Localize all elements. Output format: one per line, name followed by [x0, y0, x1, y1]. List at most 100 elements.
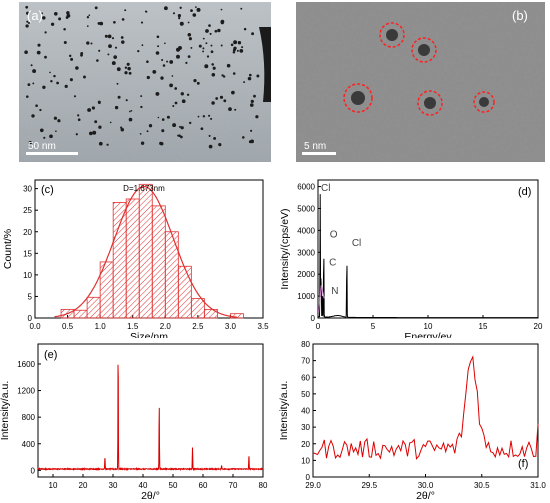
- chart-d-eds: 0 5 10 15 20 0 1000 2000 3000 4000 5000 6000 Energy/…: [279, 179, 543, 338]
- nanoparticle-dot: [53, 11, 58, 16]
- x-tick-label: 10: [49, 481, 58, 490]
- nanoparticle-dot: [166, 60, 169, 63]
- nanoparticle-dot: [186, 93, 190, 97]
- y-tick-label: 50: [301, 390, 310, 399]
- nanoparticle-dot: [65, 16, 69, 19]
- nanoparticle-dot: [211, 101, 215, 105]
- nanoparticle-dot: [37, 43, 41, 47]
- eds-spectrum-line: [318, 194, 538, 319]
- nanoparticle-dot: [212, 66, 216, 70]
- nanoparticle-dot: [161, 129, 165, 133]
- nanoparticle-dot: [169, 60, 174, 64]
- panel-label-e: (e): [44, 349, 57, 361]
- nanoparticle-dot: [88, 14, 91, 17]
- nanoparticle-dot: [83, 75, 86, 79]
- y-tick-label: 20: [301, 440, 310, 449]
- y-tick-label: 6000: [297, 183, 315, 192]
- histogram-bar: [190, 298, 205, 319]
- nanoparticle-dot: [120, 36, 124, 39]
- nanoparticle-dot: [256, 74, 260, 78]
- nanoparticle-dot: [161, 58, 164, 62]
- nanoparticle-dot: [223, 99, 227, 103]
- nanoparticle-dot: [126, 62, 130, 66]
- histogram-bar: [112, 202, 127, 319]
- nanoparticle-dot: [178, 125, 182, 128]
- nanoparticle-dot: [253, 94, 256, 98]
- y-tick-label: 60: [301, 373, 310, 382]
- nanoparticle-dot: [121, 18, 125, 21]
- nanoparticle-dot: [41, 12, 43, 15]
- nanoparticle-dot: [42, 16, 46, 20]
- nanoparticle-dot: [192, 13, 197, 17]
- nanoparticle-dot: [180, 135, 183, 139]
- nanoparticle-dot: [96, 59, 99, 62]
- histogram-bar: [164, 231, 179, 319]
- x-tick-label: 2.5: [192, 322, 204, 331]
- histogram-bar: [230, 313, 244, 319]
- nanoparticle-dot: [73, 95, 77, 98]
- nanoparticle-dot: [36, 50, 41, 55]
- scalebar-b-label: 5 nm: [304, 141, 326, 152]
- nanoparticle-dot: [77, 118, 81, 122]
- nanoparticle-dot: [113, 20, 116, 24]
- nanoparticle-dot: [139, 133, 142, 135]
- nanoparticle-dot: [208, 114, 211, 117]
- nanoparticle-dot: [64, 84, 68, 89]
- nanoparticle-dot: [111, 61, 116, 66]
- nanoparticle-dot: [43, 136, 46, 139]
- nanoparticle-dot: [231, 90, 235, 95]
- nanoparticle-dot: [221, 74, 224, 77]
- x-tick-label: 50: [169, 481, 178, 490]
- nanoparticle-dot: [179, 6, 182, 9]
- nanoparticle-dot: [144, 10, 147, 13]
- nanoparticle-dot: [240, 7, 243, 10]
- nanoparticle-dot: [26, 20, 29, 23]
- nanoparticle-dot: [190, 9, 193, 12]
- nanoparticle-dot: [241, 46, 244, 49]
- nanoparticle-dot: [188, 121, 192, 125]
- nanoparticle-dot: [32, 82, 35, 85]
- x-tick-label: 3.5: [257, 322, 269, 331]
- nanoparticle-dot: [53, 74, 56, 78]
- nanoparticle-dot: [232, 48, 236, 52]
- nanoparticle-dot: [166, 115, 170, 119]
- nanoparticle-dot: [146, 130, 149, 133]
- histogram-bar: [203, 308, 218, 319]
- nanoparticle-dot: [202, 37, 205, 40]
- nanoparticle-dot: [87, 108, 92, 112]
- nanoparticle-dot: [187, 21, 190, 24]
- nanoparticle-dot: [152, 69, 157, 74]
- y-tick-label: 25: [23, 206, 32, 215]
- nanoparticle-dot: [117, 95, 121, 99]
- nanoparticle-dot: [56, 81, 59, 85]
- nanoparticle-dot: [211, 63, 214, 66]
- nanoparticle-dot: [98, 141, 103, 146]
- nanoparticle-dot: [114, 105, 119, 110]
- nanoparticle-dot: [124, 9, 127, 12]
- nanoparticle-dot: [196, 7, 201, 12]
- nanoparticle-dot: [140, 95, 143, 98]
- nanoparticle-dot: [44, 31, 47, 34]
- nanoparticle-dot: [49, 71, 51, 74]
- nanoparticle-dot: [116, 82, 119, 85]
- nanoparticle-dot: [104, 34, 108, 38]
- x-tick-label: 2.0: [160, 322, 172, 331]
- nanoparticle-dot: [92, 130, 97, 135]
- nanoparticle-dot: [86, 16, 90, 19]
- circled-particles: [343, 22, 495, 116]
- nanoparticle-dot: [42, 85, 46, 89]
- chart-f-xrd-zoom: 29.0 29.5 30.0 30.5 31.0 0 10 20 30 40 50 60 70 80 2θ/…: [278, 340, 546, 502]
- nanoparticle-dot: [247, 76, 252, 81]
- x-tick-label: 1.5: [127, 322, 139, 331]
- y-tick-label: 5000: [297, 204, 315, 213]
- y-tick-label: 30: [301, 423, 310, 432]
- peak-label: O: [330, 229, 338, 240]
- nanoparticle-dot: [120, 128, 125, 132]
- nanoparticle-dot: [202, 115, 206, 118]
- nanoparticle-dot: [208, 24, 211, 27]
- nanoparticle-dot: [155, 51, 160, 55]
- nanoparticle-dot: [94, 6, 98, 10]
- mean-annotation: D=1.673nm: [123, 184, 165, 193]
- y-tick-label: 20: [23, 228, 32, 237]
- nanoparticle-dot: [57, 119, 61, 123]
